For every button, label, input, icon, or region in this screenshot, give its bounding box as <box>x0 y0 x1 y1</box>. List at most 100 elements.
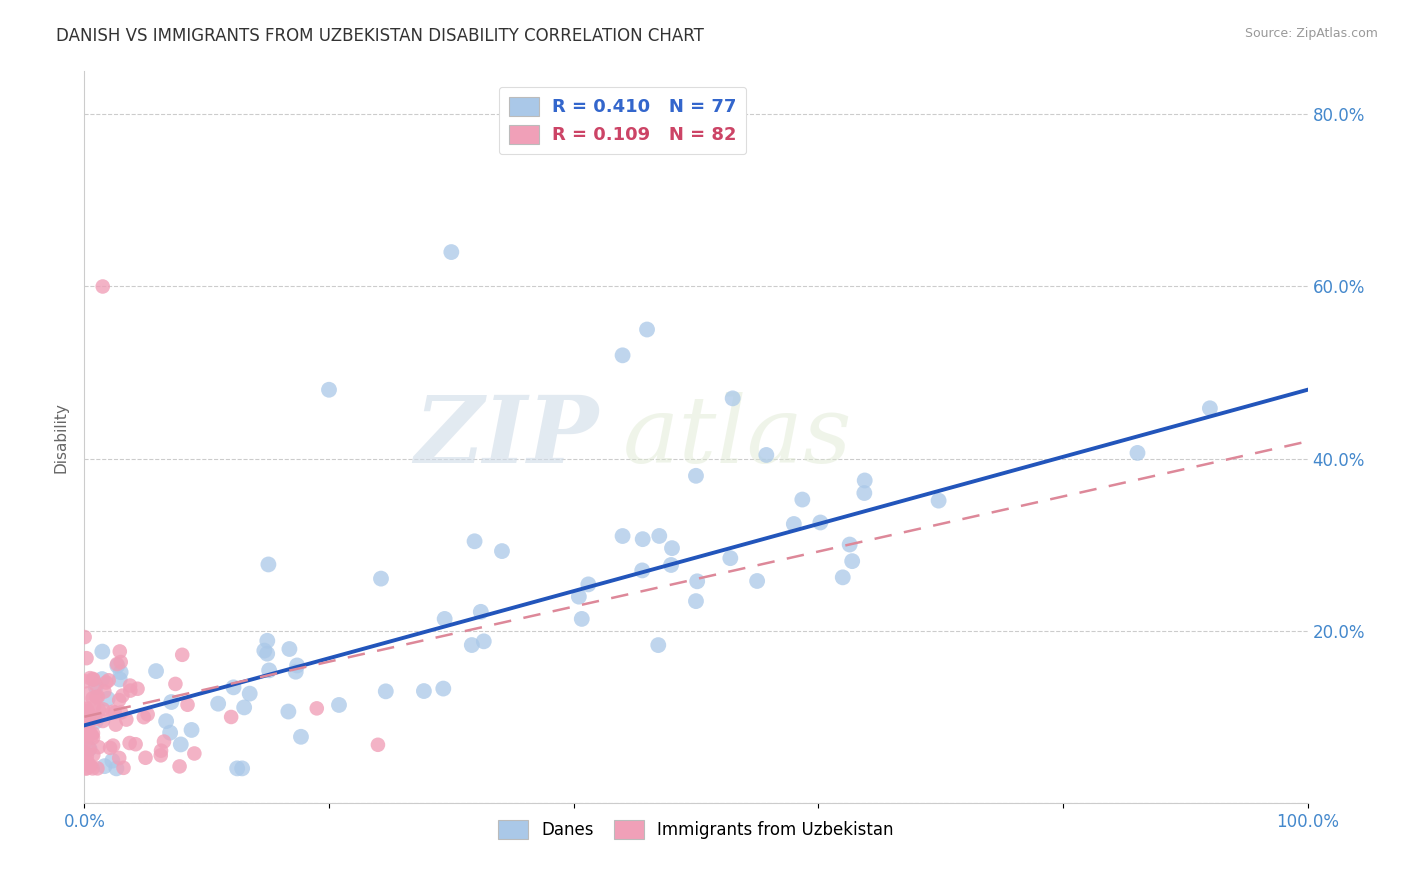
Point <box>79 742 101 756</box>
Point <box>231 761 253 775</box>
Point <box>718 551 741 566</box>
Point <box>661 541 683 556</box>
Point <box>105 658 128 673</box>
Point <box>91 644 114 658</box>
Point <box>110 655 132 669</box>
Point <box>118 679 141 693</box>
Legend: Danes, Immigrants from Uzbekistan: Danes, Immigrants from Uzbekistan <box>492 814 900 846</box>
Point <box>98 740 121 755</box>
Point <box>239 687 262 701</box>
Point <box>170 738 193 752</box>
Point <box>176 698 198 712</box>
Point <box>305 701 328 715</box>
Point <box>111 689 134 703</box>
Point <box>82 731 104 745</box>
Point <box>76 761 98 775</box>
Point <box>86 690 108 704</box>
Point <box>132 710 155 724</box>
Point <box>172 648 194 662</box>
Point <box>87 740 110 755</box>
Point <box>101 705 124 719</box>
Point <box>84 712 107 726</box>
Point <box>180 723 202 737</box>
Point <box>169 759 191 773</box>
Point <box>222 681 245 695</box>
Point <box>636 322 658 336</box>
Point <box>1126 446 1149 460</box>
Point <box>783 516 806 531</box>
Point <box>277 705 299 719</box>
Point <box>631 532 654 546</box>
Point <box>82 672 104 686</box>
Point <box>75 704 97 718</box>
Point <box>257 664 280 678</box>
Point <box>91 672 114 686</box>
Point <box>108 673 131 687</box>
Point <box>79 708 101 723</box>
Point <box>93 684 115 698</box>
Point <box>97 673 120 688</box>
Point <box>93 759 115 773</box>
Point <box>73 706 96 720</box>
Point <box>76 651 98 665</box>
Point <box>84 714 107 729</box>
Point <box>318 383 340 397</box>
Text: DANISH VS IMMIGRANTS FROM UZBEKISTAN DISABILITY CORRELATION CHART: DANISH VS IMMIGRANTS FROM UZBEKISTAN DIS… <box>56 27 704 45</box>
Point <box>108 693 131 707</box>
Point <box>226 761 249 775</box>
Point <box>412 684 434 698</box>
Point <box>233 700 256 714</box>
Point <box>576 577 599 591</box>
Point <box>1199 401 1222 416</box>
Point <box>84 678 107 692</box>
Point <box>464 534 486 549</box>
Point <box>685 594 707 608</box>
Point <box>75 726 97 740</box>
Point <box>831 570 853 584</box>
Point <box>219 710 242 724</box>
Point <box>76 755 98 769</box>
Point <box>108 751 131 765</box>
Point <box>79 758 101 772</box>
Point <box>75 746 97 760</box>
Point <box>76 705 98 719</box>
Point <box>76 731 98 745</box>
Point <box>150 744 173 758</box>
Point <box>612 348 634 362</box>
Point <box>75 730 97 744</box>
Point <box>432 681 454 696</box>
Point <box>631 563 654 577</box>
Point <box>110 706 132 720</box>
Point <box>647 638 669 652</box>
Point <box>721 392 744 406</box>
Point <box>145 664 167 678</box>
Point <box>808 516 831 530</box>
Point <box>104 706 127 720</box>
Point <box>108 644 131 658</box>
Point <box>648 529 671 543</box>
Point <box>183 747 205 761</box>
Point <box>79 741 101 756</box>
Point <box>75 700 97 714</box>
Point <box>105 657 128 671</box>
Point <box>159 725 181 739</box>
Point <box>256 647 278 661</box>
Point <box>165 677 187 691</box>
Point <box>136 707 159 722</box>
Point <box>76 702 98 716</box>
Point <box>101 739 124 753</box>
Point <box>127 681 149 696</box>
Point <box>160 695 183 709</box>
Point <box>207 697 229 711</box>
Point <box>82 726 104 740</box>
Point <box>853 474 876 488</box>
Point <box>149 748 172 763</box>
Point <box>686 574 709 589</box>
Point <box>79 671 101 685</box>
Point <box>82 761 104 775</box>
Point <box>73 630 96 644</box>
Point <box>87 703 110 717</box>
Point <box>73 736 96 750</box>
Point <box>853 486 876 500</box>
Point <box>75 761 97 775</box>
